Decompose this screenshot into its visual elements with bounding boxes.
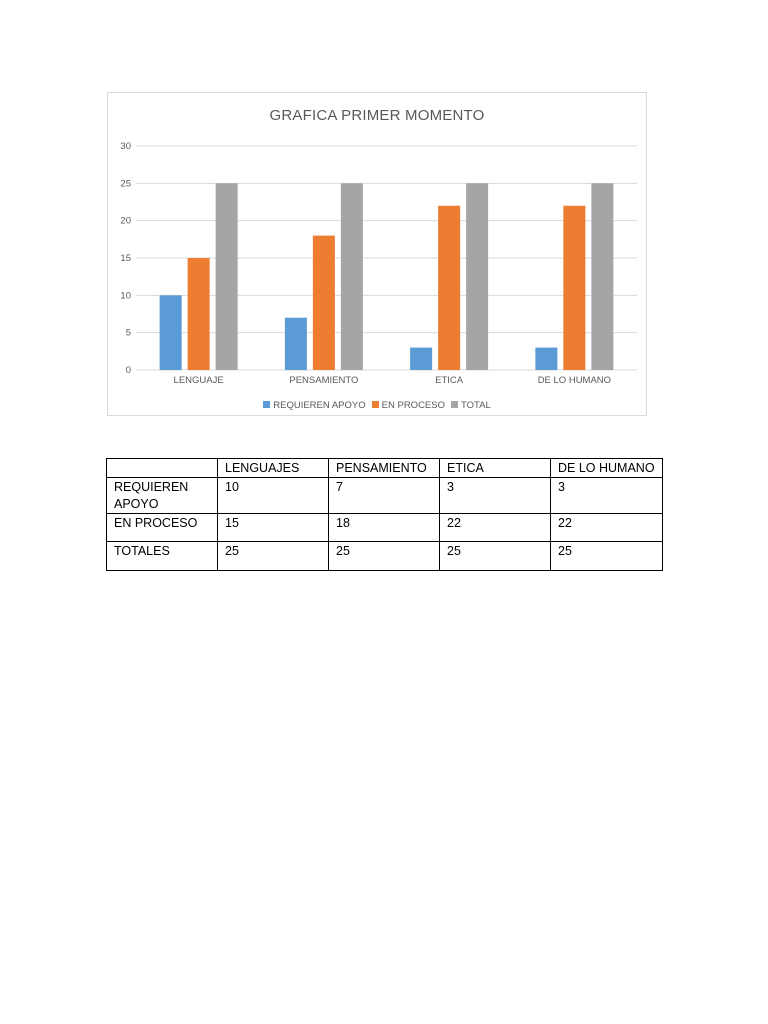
bar bbox=[159, 295, 182, 370]
table-header-cell: ETICA bbox=[439, 458, 551, 478]
bar bbox=[410, 347, 433, 370]
table-cell: 3 bbox=[439, 477, 551, 514]
x-tick-label: LENGUAJE bbox=[174, 375, 224, 386]
bar-chart: 0 5 10 15 20 25 30 LENGUAJE PENSAMIENTO ETICA DE L… bbox=[120, 141, 637, 386]
table-header-cell: LENGUAJES bbox=[217, 458, 329, 478]
table-header-cell bbox=[106, 458, 218, 478]
table-row-label: EN PROCESO bbox=[106, 513, 218, 542]
table-cell: 18 bbox=[328, 513, 440, 542]
x-tick-label: PENSAMIENTO bbox=[289, 375, 358, 386]
legend-item: REQUIEREN APOYO bbox=[263, 400, 366, 412]
legend-swatch bbox=[263, 400, 271, 408]
bar bbox=[591, 183, 614, 370]
table-cell: 15 bbox=[217, 513, 329, 542]
table-header-cell: PENSAMIENTO bbox=[328, 458, 440, 478]
y-tick-label: 10 bbox=[120, 290, 131, 301]
table-cell: 22 bbox=[550, 513, 663, 542]
bar bbox=[466, 183, 489, 370]
table-cell: 10 bbox=[217, 477, 329, 514]
bar bbox=[340, 183, 363, 370]
y-tick-label: 30 bbox=[120, 141, 131, 152]
table-cell: 25 bbox=[550, 541, 663, 571]
legend-label: EN PROCESO bbox=[381, 400, 445, 411]
table-header-cell: DE LO HUMANO bbox=[550, 458, 663, 478]
table-row: EN PROCESO 15 18 22 22 bbox=[106, 513, 663, 542]
bar bbox=[284, 317, 307, 370]
y-tick-label: 15 bbox=[120, 253, 131, 264]
bar bbox=[215, 183, 238, 370]
table-cell: 25 bbox=[328, 541, 440, 571]
y-tick-label: 25 bbox=[120, 178, 131, 189]
x-tick-label: DE LO HUMANO bbox=[538, 375, 611, 386]
legend-swatch bbox=[371, 400, 379, 408]
chart-title: GRAFICA PRIMER MOMENTO bbox=[269, 107, 485, 124]
table-header-row: LENGUAJES PENSAMIENTO ETICA DE LO HUMANO bbox=[106, 458, 663, 478]
table-row-label: REQUIEREN APOYO bbox=[106, 477, 218, 514]
y-tick-label: 20 bbox=[120, 216, 131, 227]
bar bbox=[563, 205, 586, 370]
bar bbox=[438, 205, 461, 370]
data-table: LENGUAJES PENSAMIENTO ETICA DE LO HUMANO… bbox=[106, 458, 663, 571]
bar bbox=[312, 235, 335, 370]
legend-label: TOTAL bbox=[461, 400, 491, 411]
legend-item: EN PROCESO bbox=[371, 400, 445, 412]
table-row-label: TOTALES bbox=[106, 541, 218, 571]
table-cell: 25 bbox=[217, 541, 329, 571]
table-row: REQUIEREN APOYO 10 7 3 3 bbox=[106, 477, 663, 514]
chart-legend: REQUIEREN APOYO EN PROCESO TOTAL bbox=[108, 400, 646, 412]
table-cell: 7 bbox=[328, 477, 440, 514]
y-tick-label: 5 bbox=[126, 328, 131, 339]
x-tick-label: ETICA bbox=[435, 375, 464, 386]
legend-swatch bbox=[451, 400, 458, 408]
y-tick-label: 0 bbox=[126, 365, 131, 376]
legend-item: TOTAL bbox=[451, 400, 491, 412]
bar bbox=[187, 258, 210, 370]
chart-frame: GRAFICA PRIMER MOMENTO 0 5 10 15 20 25 30 LENGU… bbox=[107, 92, 647, 416]
table-cell: 25 bbox=[439, 541, 551, 571]
legend-label: REQUIEREN APOYO bbox=[273, 400, 366, 411]
table-cell: 22 bbox=[439, 513, 551, 542]
table-cell: 3 bbox=[550, 477, 663, 514]
table-row: TOTALES 25 25 25 25 bbox=[106, 541, 663, 571]
bar bbox=[535, 347, 558, 370]
